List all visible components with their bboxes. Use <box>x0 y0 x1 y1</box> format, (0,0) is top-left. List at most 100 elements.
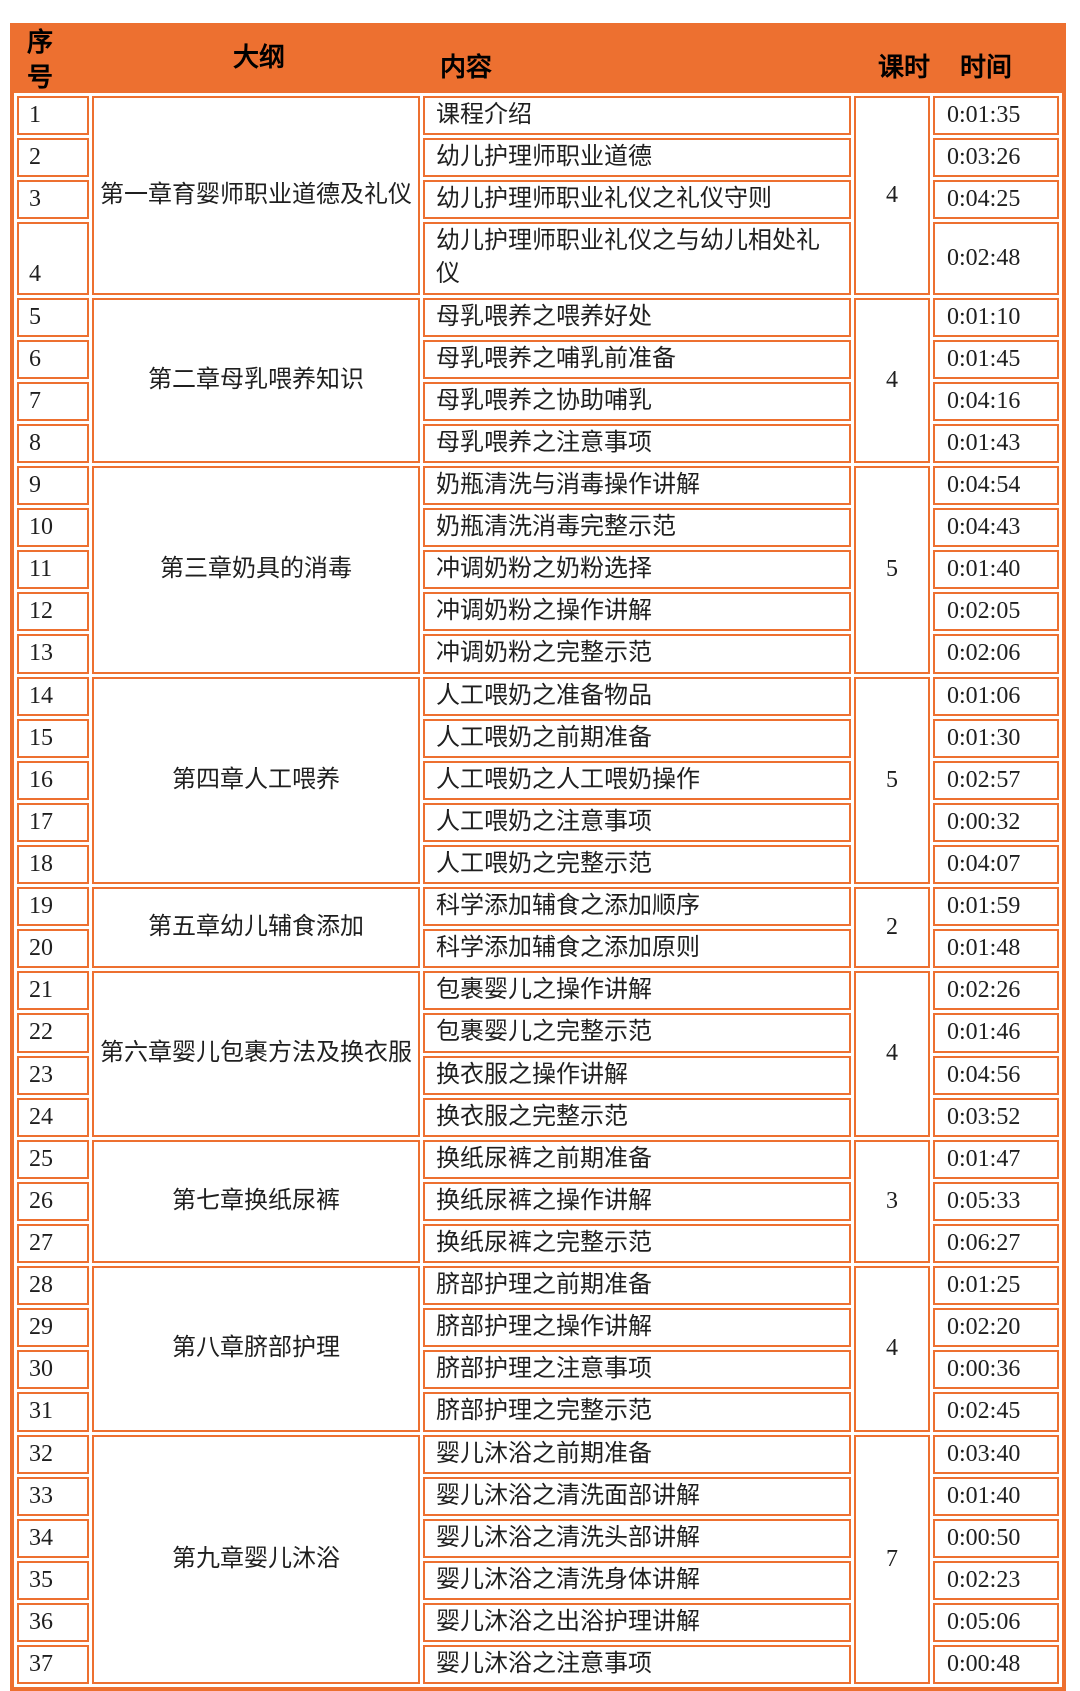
lesson-number-cell: 29 <box>17 1308 89 1348</box>
lesson-row: 4 幼儿护理师职业礼仪之与幼儿相处礼仪 0:02:48 <box>17 222 1059 295</box>
lesson-time-cell: 0:01:59 <box>933 887 1059 927</box>
lesson-content-cell: 母乳喂养之喂养好处 <box>423 297 851 337</box>
lesson-content-cell: 人工喂奶之人工喂奶操作 <box>423 760 851 800</box>
header-cell-hours: 课时 <box>864 27 944 93</box>
table-header-row: 序号 大纲 内容 课时 时间 <box>14 27 1062 93</box>
lesson-row: 30 脐部护理之注意事项 0:00:36 <box>17 1350 1059 1390</box>
lesson-row: 32 第九章婴儿沐浴 婴儿沐浴之前期准备 7 0:03:40 <box>17 1434 1059 1685</box>
lesson-number-cell: 14 <box>17 676 89 716</box>
chapter-title-cell: 第九章婴儿沐浴 <box>92 1434 420 1685</box>
lesson-content-cell: 幼儿护理师职业礼仪之与幼儿相处礼仪 <box>423 222 851 295</box>
lesson-content-cell: 冲调奶粉之奶粉选择 <box>423 550 851 590</box>
lesson-time-cell: 0:01:30 <box>933 718 1059 758</box>
lesson-time-cell: 0:04:25 <box>933 180 1059 220</box>
lesson-content-cell: 婴儿沐浴之前期准备 <box>423 1434 851 1474</box>
chapter-hours-cell: 7 <box>854 1434 930 1685</box>
lesson-content-cell: 人工喂奶之完整示范 <box>423 844 851 885</box>
header-label-outline: 大纲 <box>232 42 285 72</box>
lesson-time-cell: 0:04:07 <box>933 844 1059 885</box>
lesson-number-cell: 23 <box>17 1055 89 1095</box>
lesson-time-cell: 0:01:43 <box>933 423 1059 463</box>
lesson-time-cell: 0:00:50 <box>933 1518 1059 1558</box>
lesson-content-cell: 幼儿护理师职业道德 <box>423 138 851 178</box>
lesson-time-cell: 0:02:57 <box>933 760 1059 800</box>
lesson-number-cell: 19 <box>17 887 89 927</box>
chapter-title-cell: 第二章母乳喂养知识 <box>92 297 420 463</box>
lesson-row: 27 换纸尿裤之完整示范 0:06:27 <box>17 1223 1059 1264</box>
chapter-hours-cell: 4 <box>854 971 930 1137</box>
lesson-row: 31 脐部护理之完整示范 0:02:45 <box>17 1392 1059 1432</box>
chapter-title-cell: 第六章婴儿包裹方法及换衣服 <box>92 971 420 1137</box>
lesson-content-cell: 婴儿沐浴之清洗头部讲解 <box>423 1518 851 1558</box>
lesson-row: 28 第八章脐部护理 脐部护理之前期准备 4 0:01:25 <box>17 1266 1059 1432</box>
lesson-number-cell: 5 <box>17 297 89 337</box>
lesson-content-cell: 脐部护理之前期准备 <box>423 1266 851 1306</box>
chapter-hours-cell: 4 <box>854 96 930 295</box>
lesson-number-cell: 27 <box>17 1223 89 1264</box>
lesson-row: 10 奶瓶清洗消毒完整示范 0:04:43 <box>17 508 1059 548</box>
lesson-number-cell: 32 <box>17 1434 89 1474</box>
lesson-number-cell: 7 <box>17 381 89 421</box>
lesson-number-cell: 13 <box>17 634 89 674</box>
lesson-number-cell: 21 <box>17 971 89 1011</box>
lesson-row: 2 幼儿护理师职业道德 0:03:26 <box>17 138 1059 178</box>
chapter-title-cell: 第八章脐部护理 <box>92 1266 420 1432</box>
lesson-content-cell: 换纸尿裤之前期准备 <box>423 1139 851 1179</box>
lesson-row: 19 第五章幼儿辅食添加 科学添加辅食之添加顺序 2 0:01:59 <box>17 887 1059 969</box>
lesson-content-cell: 脐部护理之注意事项 <box>423 1350 851 1390</box>
lesson-number-cell: 10 <box>17 508 89 548</box>
chapter-hours-cell: 4 <box>854 297 930 463</box>
lesson-content-cell: 科学添加辅食之添加顺序 <box>423 887 851 927</box>
lesson-time-cell: 0:03:52 <box>933 1097 1059 1137</box>
lesson-time-cell: 0:03:26 <box>933 138 1059 178</box>
lesson-number-cell: 9 <box>17 465 89 506</box>
lesson-time-cell: 0:02:23 <box>933 1560 1059 1600</box>
lesson-row: 11 冲调奶粉之奶粉选择 0:01:40 <box>17 550 1059 590</box>
lesson-row: 26 换纸尿裤之操作讲解 0:05:33 <box>17 1181 1059 1221</box>
lesson-time-cell: 0:02:45 <box>933 1392 1059 1432</box>
lesson-time-cell: 0:04:56 <box>933 1055 1059 1095</box>
lesson-row: 21 第六章婴儿包裹方法及换衣服 包裹婴儿之操作讲解 4 0:02:26 <box>17 971 1059 1137</box>
lesson-time-cell: 0:04:43 <box>933 508 1059 548</box>
lesson-content-cell: 换衣服之完整示范 <box>423 1097 851 1137</box>
lesson-number-cell: 18 <box>17 844 89 885</box>
chapter-title-cell: 第四章人工喂养 <box>92 676 420 885</box>
chapter-hours-cell: 5 <box>854 676 930 885</box>
lesson-number-cell: 37 <box>17 1645 89 1685</box>
lesson-content-cell: 婴儿沐浴之清洗面部讲解 <box>423 1476 851 1516</box>
lesson-content-cell: 包裹婴儿之操作讲解 <box>423 971 851 1011</box>
lesson-row: 16 人工喂奶之人工喂奶操作 0:02:57 <box>17 760 1059 800</box>
lesson-number-cell: 3 <box>17 180 89 220</box>
lesson-row: 20 科学添加辅食之添加原则 0:01:48 <box>17 929 1059 969</box>
lesson-row: 23 换衣服之操作讲解 0:04:56 <box>17 1055 1059 1095</box>
header-label-content: 内容 <box>440 53 493 82</box>
lesson-number-cell: 17 <box>17 802 89 842</box>
lesson-number-cell: 26 <box>17 1181 89 1221</box>
lesson-time-cell: 0:02:48 <box>933 222 1059 295</box>
chapter-title-cell: 第七章换纸尿裤 <box>92 1139 420 1264</box>
lesson-number-cell: 8 <box>17 423 89 463</box>
lesson-time-cell: 0:01:35 <box>933 96 1059 136</box>
lesson-row: 6 母乳喂养之哺乳前准备 0:01:45 <box>17 339 1059 379</box>
lesson-content-cell: 脐部护理之完整示范 <box>423 1392 851 1432</box>
page: 序号 大纲 内容 课时 时间 1 第一章育婴师职业道德及礼仪 课程介绍 4 0:01:3… <box>10 23 1066 1691</box>
lesson-number-cell: 6 <box>17 339 89 379</box>
lesson-number-cell: 36 <box>17 1602 89 1643</box>
header-cell-outline: 大纲 <box>92 27 426 93</box>
lesson-time-cell: 0:05:33 <box>933 1181 1059 1221</box>
lesson-number-cell: 1 <box>17 96 89 136</box>
lesson-number-cell: 4 <box>17 222 89 295</box>
lesson-number-cell: 12 <box>17 592 89 632</box>
header-label-number: 序号 <box>27 27 54 92</box>
lesson-time-cell: 0:02:05 <box>933 592 1059 632</box>
lesson-content-cell: 婴儿沐浴之出浴护理讲解 <box>423 1602 851 1643</box>
lesson-row: 13 冲调奶粉之完整示范 0:02:06 <box>17 634 1059 674</box>
lesson-row: 12 冲调奶粉之操作讲解 0:02:05 <box>17 592 1059 632</box>
course-outline-table: 序号 大纲 内容 课时 时间 1 第一章育婴师职业道德及礼仪 课程介绍 4 0:01:3… <box>10 23 1066 1691</box>
lesson-time-cell: 0:00:36 <box>933 1350 1059 1390</box>
lesson-time-cell: 0:01:46 <box>933 1013 1059 1053</box>
lesson-row: 24 换衣服之完整示范 0:03:52 <box>17 1097 1059 1137</box>
chapter-title-cell: 第三章奶具的消毒 <box>92 465 420 674</box>
lesson-number-cell: 15 <box>17 718 89 758</box>
lesson-number-cell: 31 <box>17 1392 89 1432</box>
